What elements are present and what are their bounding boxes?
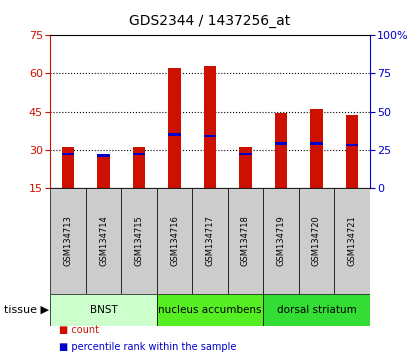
Bar: [204, 66, 216, 188]
Bar: [50, 188, 86, 294]
Bar: [299, 188, 334, 294]
Bar: [97, 155, 110, 188]
Bar: [334, 188, 370, 294]
Bar: [346, 144, 358, 146]
Bar: [275, 113, 287, 188]
Bar: [310, 142, 323, 145]
Bar: [275, 142, 287, 145]
Text: GSM134718: GSM134718: [241, 215, 250, 266]
Bar: [263, 294, 370, 326]
Text: tissue ▶: tissue ▶: [4, 305, 49, 315]
Bar: [228, 188, 263, 294]
Bar: [239, 153, 252, 155]
Text: GSM134715: GSM134715: [134, 215, 144, 266]
Bar: [168, 68, 181, 188]
Bar: [204, 135, 216, 137]
Bar: [346, 115, 358, 188]
Text: GSM134720: GSM134720: [312, 215, 321, 266]
Text: GDS2344 / 1437256_at: GDS2344 / 1437256_at: [129, 14, 291, 28]
Bar: [263, 188, 299, 294]
Text: ■ percentile rank within the sample: ■ percentile rank within the sample: [59, 342, 236, 352]
Text: GSM134713: GSM134713: [64, 215, 73, 266]
Bar: [121, 188, 157, 294]
Bar: [50, 294, 157, 326]
Bar: [192, 188, 228, 294]
Bar: [133, 153, 145, 155]
Text: BNST: BNST: [90, 305, 118, 315]
Text: GSM134721: GSM134721: [347, 215, 356, 266]
Text: ■ count: ■ count: [59, 325, 99, 335]
Bar: [310, 109, 323, 188]
Text: GSM134714: GSM134714: [99, 215, 108, 266]
Bar: [157, 188, 192, 294]
Bar: [97, 154, 110, 157]
Text: dorsal striatum: dorsal striatum: [276, 305, 356, 315]
Text: nucleus accumbens: nucleus accumbens: [158, 305, 262, 315]
Bar: [157, 294, 263, 326]
Text: GSM134719: GSM134719: [276, 215, 286, 266]
Text: GSM134716: GSM134716: [170, 215, 179, 266]
Bar: [168, 133, 181, 136]
Text: GSM134717: GSM134717: [205, 215, 215, 266]
Bar: [62, 153, 74, 155]
Bar: [62, 147, 74, 188]
Bar: [86, 188, 121, 294]
Bar: [133, 147, 145, 188]
Bar: [239, 147, 252, 188]
